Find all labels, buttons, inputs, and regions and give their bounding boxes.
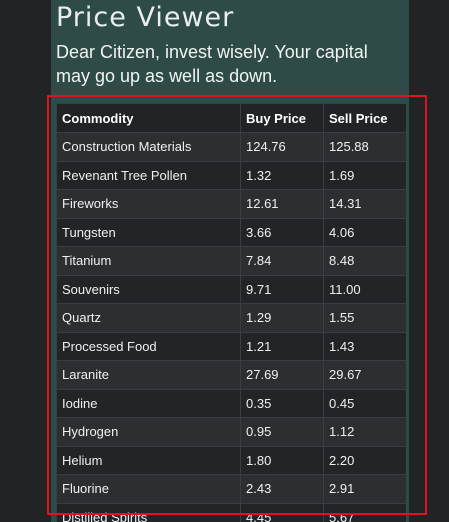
buy-price-cell: 7.84	[240, 246, 324, 276]
table-row: Construction Materials 124.76 125.88	[56, 132, 406, 162]
buy-price-cell: 9.71	[240, 274, 324, 304]
column-header-commodity: Commodity	[56, 103, 241, 133]
commodity-cell: Fireworks	[56, 189, 241, 219]
table-row: Tungsten 3.66 4.06	[56, 217, 406, 247]
buy-price-cell: 4.45	[240, 502, 324, 522]
sell-price-cell: 1.12	[323, 417, 406, 447]
sell-price-cell: 4.06	[323, 217, 406, 247]
price-table: Commodity Buy Price Sell Price Construct…	[56, 103, 406, 522]
sell-price-cell: 5.67	[323, 502, 406, 522]
sell-price-cell: 0.45	[323, 388, 406, 418]
table-row: Helium 1.80 2.20	[56, 445, 406, 475]
table-row: Quartz 1.29 1.55	[56, 303, 406, 333]
table-row: Titanium 7.84 8.48	[56, 246, 406, 276]
table-row: Laranite 27.69 29.67	[56, 360, 406, 390]
sell-price-cell: 1.43	[323, 331, 406, 361]
buy-price-cell: 27.69	[240, 360, 324, 390]
sell-price-cell: 11.00	[323, 274, 406, 304]
commodity-cell: Quartz	[56, 303, 241, 333]
table-row: Souvenirs 9.71 11.00	[56, 274, 406, 304]
table-row: Hydrogen 0.95 1.12	[56, 417, 406, 447]
commodity-cell: Hydrogen	[56, 417, 241, 447]
page-title: Price Viewer	[56, 2, 235, 33]
table-row: Revenant Tree Pollen 1.32 1.69	[56, 160, 406, 190]
buy-price-cell: 124.76	[240, 132, 324, 162]
sell-price-cell: 1.55	[323, 303, 406, 333]
sell-price-cell: 2.91	[323, 474, 406, 504]
buy-price-cell: 1.32	[240, 160, 324, 190]
column-header-buy-price: Buy Price	[240, 103, 324, 133]
commodity-cell: Souvenirs	[56, 274, 241, 304]
page-subtitle: Dear Citizen, invest wisely. Your capita…	[56, 42, 368, 86]
table-row: Iodine 0.35 0.45	[56, 388, 406, 418]
commodity-cell: Revenant Tree Pollen	[56, 160, 241, 190]
commodity-cell: Tungsten	[56, 217, 241, 247]
buy-price-cell: 0.35	[240, 388, 324, 418]
buy-price-cell: 1.29	[240, 303, 324, 333]
buy-price-cell: 0.95	[240, 417, 324, 447]
commodity-cell: Distilled Spirits	[56, 502, 241, 522]
commodity-cell: Laranite	[56, 360, 241, 390]
buy-price-cell: 1.21	[240, 331, 324, 361]
buy-price-cell: 12.61	[240, 189, 324, 219]
buy-price-cell: 3.66	[240, 217, 324, 247]
sell-price-cell: 29.67	[323, 360, 406, 390]
sell-price-cell: 1.69	[323, 160, 406, 190]
buy-price-cell: 2.43	[240, 474, 324, 504]
column-header-sell-price: Sell Price	[323, 103, 406, 133]
sell-price-cell: 125.88	[323, 132, 406, 162]
commodity-cell: Iodine	[56, 388, 241, 418]
commodity-cell: Helium	[56, 445, 241, 475]
commodity-cell: Processed Food	[56, 331, 241, 361]
commodity-cell: Fluorine	[56, 474, 241, 504]
table-row: Distilled Spirits 4.45 5.67	[56, 502, 406, 522]
sell-price-cell: 14.31	[323, 189, 406, 219]
price-table-container[interactable]: Commodity Buy Price Sell Price Construct…	[56, 103, 406, 522]
table-row: Fluorine 2.43 2.91	[56, 474, 406, 504]
commodity-cell: Construction Materials	[56, 132, 241, 162]
table-row: Fireworks 12.61 14.31	[56, 189, 406, 219]
sell-price-cell: 2.20	[323, 445, 406, 475]
table-row: Processed Food 1.21 1.43	[56, 331, 406, 361]
sell-price-cell: 8.48	[323, 246, 406, 276]
commodity-cell: Titanium	[56, 246, 241, 276]
buy-price-cell: 1.80	[240, 445, 324, 475]
table-header-row: Commodity Buy Price Sell Price	[56, 103, 406, 133]
